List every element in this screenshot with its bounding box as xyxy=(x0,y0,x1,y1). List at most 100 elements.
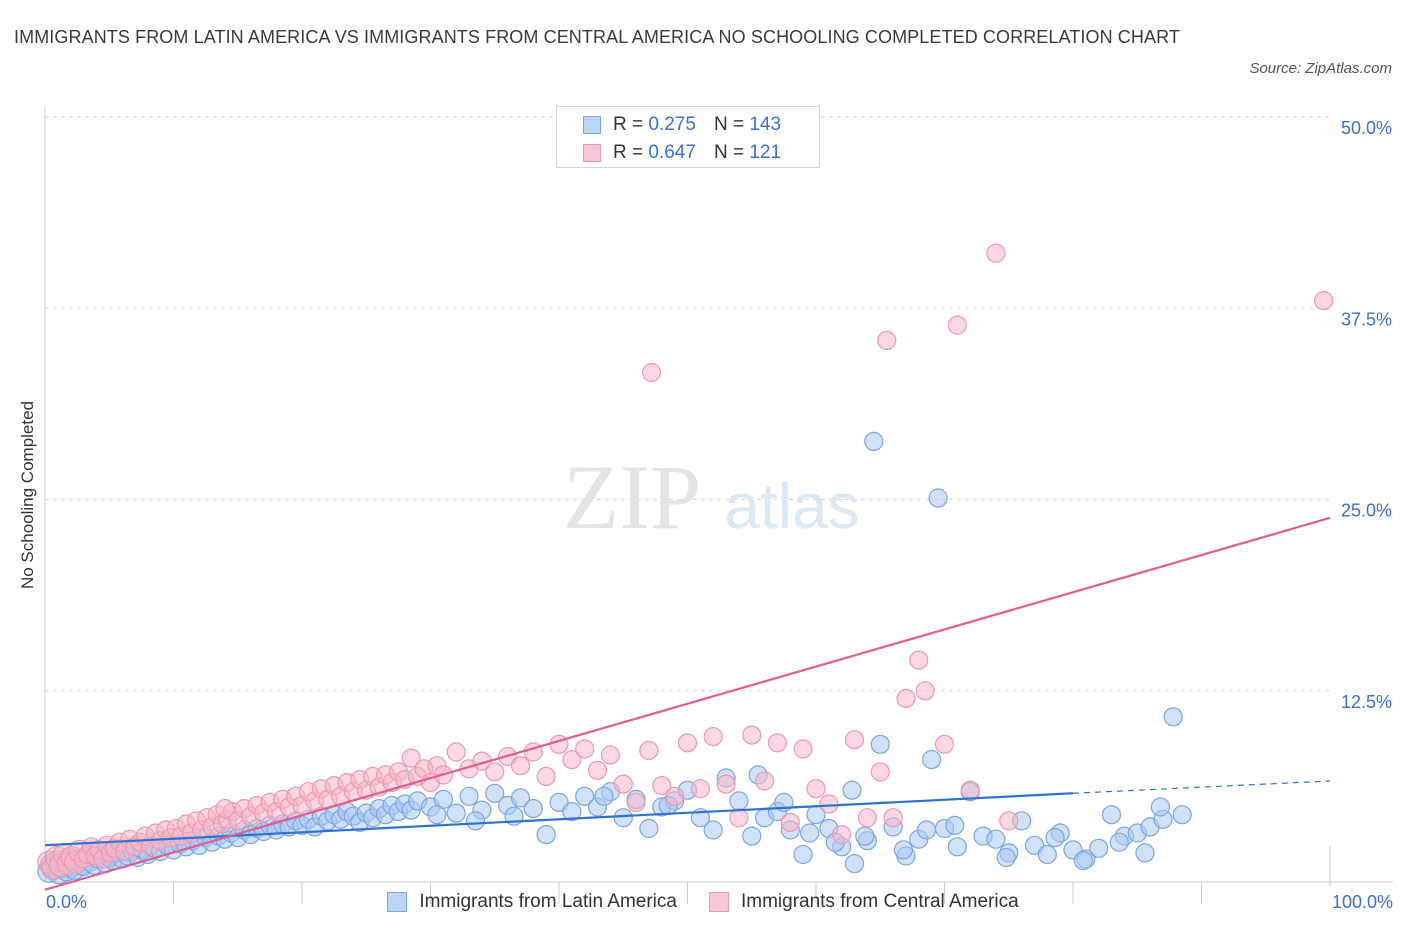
legend-label-latin-america: Immigrants from Latin America xyxy=(419,891,677,912)
central-america-point-104 xyxy=(832,824,852,845)
latin-america-point-142 xyxy=(1150,797,1171,817)
y-tick-label-0: 12.5% xyxy=(1341,692,1392,712)
latin-america-point-136 xyxy=(945,815,965,836)
latin-america-point-82 xyxy=(562,801,582,822)
latin-america-point-137 xyxy=(996,847,1016,868)
central-america-point-85 xyxy=(587,760,608,780)
latin-america-point-78 xyxy=(510,788,531,808)
watermark: ZIP atlas xyxy=(563,446,860,548)
y-tick-label-1: 25.0% xyxy=(1341,501,1392,521)
chart-title: IMMIGRANTS FROM LATIN AMERICA VS IMMIGRA… xyxy=(14,27,1180,47)
central-america-point-115 xyxy=(641,362,662,383)
axes xyxy=(44,107,1393,904)
y-tick-label-2: 37.5% xyxy=(1341,309,1392,329)
trend-lines xyxy=(44,516,1331,891)
legend-n-value: 121 xyxy=(749,142,782,163)
legend-item-latin-america[interactable]: Immigrants from Latin America xyxy=(387,891,677,913)
watermark-atlas: atlas xyxy=(724,470,859,542)
central-america-point-110 xyxy=(909,650,929,670)
trend-line-latin-america xyxy=(44,792,1074,847)
y-tick-label-3: 50.0% xyxy=(1341,118,1392,138)
latin-america-point-104 xyxy=(844,853,865,874)
latin-america-point-140 xyxy=(1109,832,1129,852)
legend-n-value: 143 xyxy=(749,114,782,135)
legend-label-central-america: Immigrants from Central America xyxy=(740,891,1019,912)
central-america-point-120 xyxy=(215,798,235,819)
central-america-point-68 xyxy=(401,748,421,768)
central-america-point-87 xyxy=(613,774,633,794)
latin-america-point-81 xyxy=(549,792,569,813)
watermark-zip: ZIP xyxy=(563,446,701,548)
central-america-point-111 xyxy=(915,681,935,701)
central-america-point-117 xyxy=(947,315,967,335)
central-america-point-86 xyxy=(600,745,621,765)
x-tick-label-0: 0.0% xyxy=(46,892,87,912)
latin-america-point-80 xyxy=(536,824,556,845)
latin-america-point-119 xyxy=(1037,844,1057,865)
latin-america-point-96 xyxy=(742,826,762,846)
latin-america-point-129 xyxy=(1163,707,1183,727)
latin-america-point-73 xyxy=(446,803,466,823)
central-america-point-91 xyxy=(664,786,685,806)
central-america-point-98 xyxy=(754,771,775,791)
latin-america-point-74 xyxy=(459,786,479,806)
central-america-point-92 xyxy=(677,733,698,753)
central-america-point-97 xyxy=(742,725,762,745)
latin-america-point-133 xyxy=(855,826,875,846)
latin-america-point-95 xyxy=(729,791,749,811)
latin-america-point-110 xyxy=(921,749,942,770)
trend-line-central-america xyxy=(44,516,1331,891)
central-america-point-112 xyxy=(934,734,955,754)
central-america-point-88 xyxy=(626,792,646,813)
latin-america-point-100 xyxy=(793,844,813,865)
latin-america-point-86 xyxy=(613,808,633,828)
central-america-point-95 xyxy=(716,774,736,794)
tick-labels: 12.5% 25.0% 37.5% 50.0% 0.0% 100.0% xyxy=(46,118,1393,912)
x-tick-label-1: 100.0% xyxy=(1332,892,1393,912)
central-america-point-100 xyxy=(780,812,800,832)
latin-america-point-139 xyxy=(1073,850,1093,871)
latin-america-point-138 xyxy=(1045,827,1065,848)
central-america-point-84 xyxy=(575,739,595,759)
latin-america-point-141 xyxy=(1135,843,1155,863)
legend-swatch-blue xyxy=(387,892,408,912)
central-america-point-118 xyxy=(986,243,1006,263)
legend-swatch-pink xyxy=(708,892,729,912)
latin-america-point-115 xyxy=(986,829,1006,849)
central-america-point-102 xyxy=(806,779,826,799)
latin-america-point-76 xyxy=(485,783,505,803)
central-america-point-90 xyxy=(652,775,672,796)
latin-america-point-83 xyxy=(575,786,595,806)
legend-item-central-america[interactable]: Immigrants from Central America xyxy=(708,891,1019,913)
central-america-point-119 xyxy=(1313,291,1334,311)
central-america-point-113 xyxy=(960,780,980,800)
latin-america-point-152 xyxy=(928,488,948,508)
central-america-point-108 xyxy=(883,808,903,828)
central-america-point-107 xyxy=(870,762,890,782)
central-america-point-77 xyxy=(485,762,505,782)
central-america-point-103 xyxy=(819,794,839,814)
legend-n-label: N = xyxy=(713,114,745,135)
legend-swatch-blue xyxy=(583,116,601,134)
central-america-point-81 xyxy=(536,766,556,787)
series-central-america-points xyxy=(37,243,1334,880)
legend-row-latin-america: R = 0.275 N = 143 xyxy=(583,111,781,139)
latin-america-point-135 xyxy=(916,820,937,840)
central-america-point-109 xyxy=(896,688,916,709)
latin-america-point-79 xyxy=(523,798,543,819)
central-america-point-99 xyxy=(767,733,788,753)
latin-america-point-134 xyxy=(893,840,914,860)
latin-america-point-148 xyxy=(465,811,486,831)
correlation-legend: R = 0.275 N = 143 R = 0.647 N = 121 xyxy=(556,106,820,168)
latin-america-point-93 xyxy=(703,820,723,840)
series-legend: Immigrants from Latin America Immigrants… xyxy=(0,888,1406,916)
central-america-point-96 xyxy=(729,808,749,828)
chart-source: Source: ZipAtlas.com xyxy=(1249,60,1392,77)
latin-america-point-130 xyxy=(1172,805,1192,825)
latin-america-point-146 xyxy=(594,786,614,806)
central-america-point-94 xyxy=(703,726,723,747)
gridlines xyxy=(45,116,1330,692)
central-america-point-105 xyxy=(844,730,865,750)
latin-america-point-149 xyxy=(427,805,447,825)
